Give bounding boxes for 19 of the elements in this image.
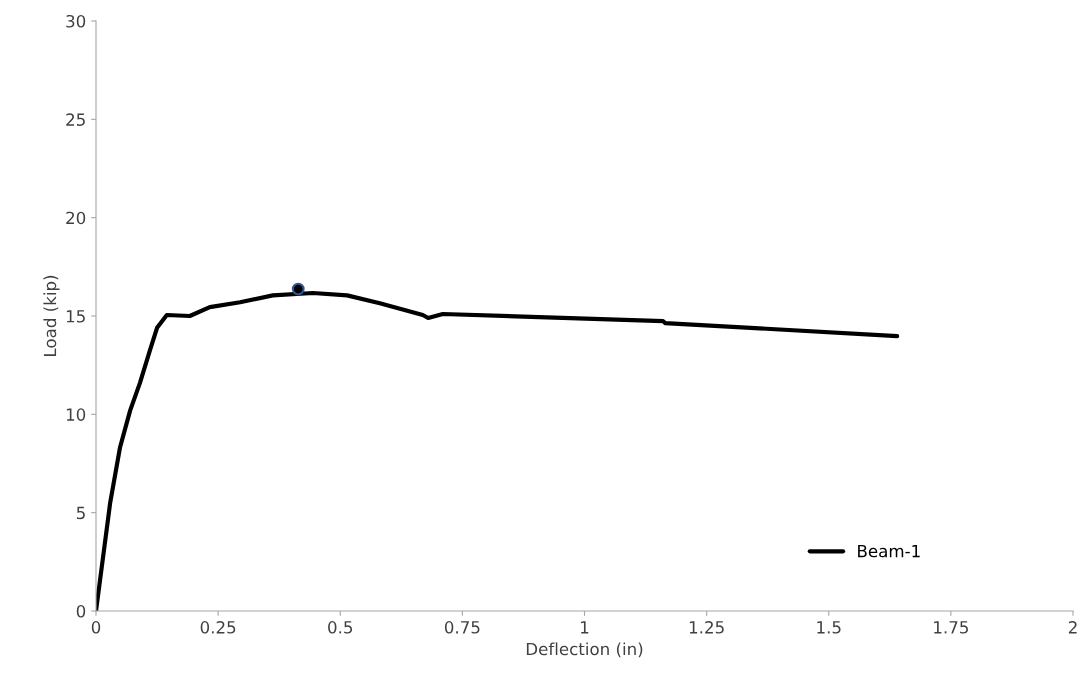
y-tick-label: 10 [66,408,86,421]
legend-label: Beam-1 [858,544,920,558]
x-tick-label: 0.75 [444,621,480,634]
x-tick-label: 0.5 [328,621,353,634]
x-tick-label: 0 [91,621,101,634]
x-tick-label: 2 [1068,621,1077,634]
x-tick-label: 1.5 [817,621,841,634]
y-tick-label: 15 [66,310,85,323]
y-tick-label: 5 [76,506,85,520]
y-tick-label: 0 [76,604,86,618]
y-tick-label: 25 [66,113,85,126]
y-axis-title: Load (kip) [43,275,60,356]
x-tick-label: 1.75 [934,621,968,634]
y-tick-label: 20 [66,211,86,225]
y-tick-label: 30 [66,14,86,28]
x-tick-label: 1.25 [689,621,724,634]
x-tick-label: 0.25 [200,621,236,634]
x-axis-title: Deflection (in) [526,642,643,658]
x-tick-label: 1 [581,621,589,634]
